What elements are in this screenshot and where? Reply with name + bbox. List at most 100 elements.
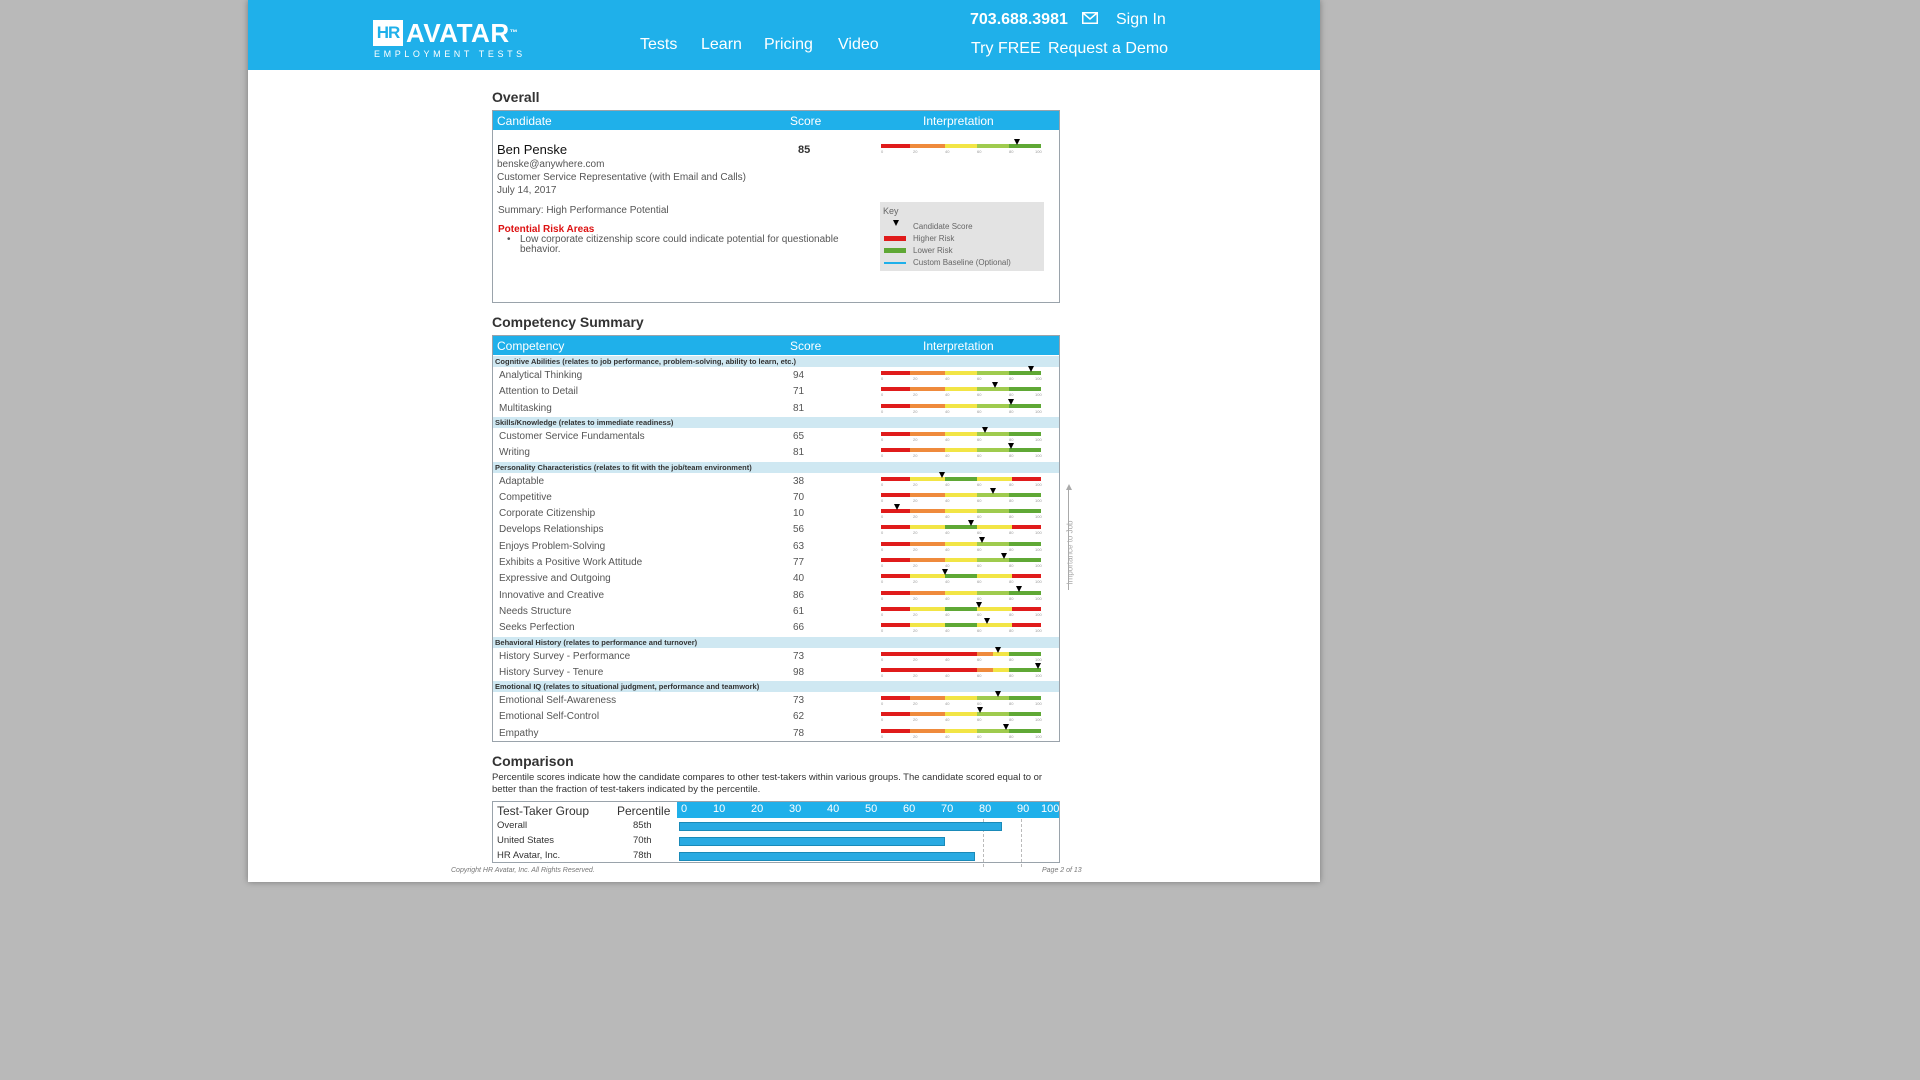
- competency-name: Adaptable: [499, 475, 545, 487]
- tick-label: 60: [977, 595, 982, 601]
- tick-label: 0: [881, 514, 884, 520]
- percentile-bar: [679, 837, 945, 846]
- bar-segment: [881, 651, 913, 656]
- nav-tests[interactable]: Tests: [640, 36, 678, 53]
- tick-label: 20: [913, 514, 918, 520]
- bar-segment: [993, 667, 1009, 672]
- bar-segment: [977, 696, 1009, 701]
- bar-segment: [909, 387, 945, 392]
- bar-segment: [945, 403, 977, 408]
- tick-label: 80: [1009, 514, 1014, 520]
- tick-label: 100: [1035, 628, 1042, 634]
- bar-segment: [945, 667, 977, 672]
- competency-score: 10: [793, 508, 805, 520]
- nav-pricing[interactable]: Pricing: [764, 36, 813, 53]
- bar-segment: [881, 574, 910, 579]
- tick-label: 40: [945, 563, 950, 568]
- tick-label: 60: [977, 530, 982, 536]
- bar-segment: [1009, 651, 1041, 656]
- key-title: Key: [883, 206, 899, 216]
- candidate-score-marker: [1015, 585, 1022, 592]
- tick-label: 80: [1009, 149, 1014, 154]
- tick-label: 0: [881, 530, 884, 536]
- bar-segment: [909, 509, 945, 514]
- competency-score-bar: 0 20 40 60 80 100: [881, 536, 1042, 554]
- comparison-heading: Comparison: [492, 753, 574, 769]
- bar-segment: [945, 651, 977, 656]
- col-test-taker-group: Test-Taker Group: [497, 804, 590, 818]
- axis-tick-label: 90: [1017, 803, 1030, 815]
- bar-segment: [945, 448, 977, 453]
- competency-score-bar: 0 20 40 60 80 100: [881, 471, 1042, 489]
- tick-label: 0: [881, 481, 884, 487]
- tick-label: 80: [1009, 656, 1014, 662]
- competency-score: 61: [793, 605, 805, 617]
- candidate-score-marker: [991, 382, 998, 389]
- tick-label: 0: [881, 408, 884, 414]
- phone-number[interactable]: 703.688.3981: [970, 11, 1068, 28]
- competency-table-header: Competency Score Interpretation: [493, 336, 1059, 355]
- category-header: Behavioral History (relates to performan…: [493, 636, 1059, 648]
- bar-segment: [945, 387, 977, 392]
- bar-ticks: 0 20 40 60 80 100: [881, 453, 1042, 459]
- try-free-link[interactable]: Try FREE: [971, 40, 1041, 57]
- bar-ticks: 0 20 40 60 80 100: [881, 673, 1042, 679]
- tick-label: 60: [977, 514, 982, 520]
- tick-label: 20: [913, 595, 918, 601]
- bar-segment: [881, 606, 910, 611]
- key-higher-risk: Higher Risk: [913, 234, 955, 243]
- tick-label: 40: [945, 628, 950, 634]
- hr-avatar-logo[interactable]: HR AVATAR™ EMPLOYMENT TESTS: [373, 20, 522, 59]
- logo-tagline: EMPLOYMENT TESTS: [374, 49, 526, 59]
- legend-key: Key Candidate Score Higher Risk Lower Ri…: [880, 202, 1044, 271]
- competency-score: 78: [793, 727, 805, 739]
- bar-segment: [1009, 558, 1041, 562]
- group-name: United States: [497, 835, 555, 846]
- bar-segment: [1009, 144, 1041, 148]
- mail-icon[interactable]: [1082, 12, 1098, 24]
- bar-ticks: 0 20 40 60 80 100: [881, 149, 1042, 155]
- competency-name: Competitive: [499, 491, 552, 503]
- tick-label: 80: [1009, 579, 1014, 585]
- bar-segment: [945, 606, 977, 611]
- overall-table: Candidate Score Interpretation Ben Pensk…: [492, 110, 1060, 303]
- tick-label: 100: [1035, 497, 1042, 503]
- bar-ticks: 0 20 40 60 80 100: [881, 612, 1042, 618]
- bar-segment: [1009, 431, 1041, 436]
- tick-label: 100: [1035, 563, 1042, 568]
- request-demo-link[interactable]: Request a Demo: [1048, 40, 1169, 57]
- tick-label: 60: [977, 408, 982, 414]
- candidate-score-marker: [1002, 723, 1009, 730]
- tick-label: 0: [881, 628, 884, 634]
- bar-segment: [945, 712, 977, 717]
- importance-label: Importance to Job: [1065, 520, 1075, 585]
- bar-segment: [909, 558, 945, 562]
- bar-segment: [881, 541, 910, 546]
- col-candidate: Candidate: [497, 114, 552, 128]
- tick-label: 20: [913, 656, 918, 662]
- bar-segment: [1009, 403, 1041, 408]
- bar-segment: [909, 696, 945, 701]
- tick-label: 0: [881, 656, 884, 662]
- comparison-description: Percentile scores indicate how the candi…: [492, 772, 1043, 795]
- tick-label: 60: [977, 701, 982, 707]
- axis-tick-label: 100: [1041, 803, 1060, 815]
- competency-score: 81: [793, 447, 805, 459]
- axis-tick-label: 40: [827, 803, 840, 815]
- competency-name: Corporate Citizenship: [499, 508, 596, 520]
- tick-label: 40: [945, 656, 950, 662]
- sign-in-link[interactable]: Sign In: [1116, 11, 1166, 28]
- importance-arrow: [1068, 486, 1069, 590]
- bar-segment: [881, 476, 910, 481]
- tick-label: 80: [1009, 530, 1014, 536]
- col-percentile: Percentile: [617, 804, 671, 818]
- tick-label: 0: [881, 392, 884, 398]
- tick-label: 100: [1035, 579, 1042, 585]
- candidate-score-marker: [967, 520, 974, 527]
- bar-segment: [909, 492, 945, 497]
- nav-learn[interactable]: Learn: [701, 36, 742, 53]
- tick-label: 60: [977, 376, 982, 381]
- nav-video[interactable]: Video: [838, 36, 879, 53]
- candidate-name: Ben Penske: [497, 142, 568, 157]
- bar-segment: [945, 541, 977, 546]
